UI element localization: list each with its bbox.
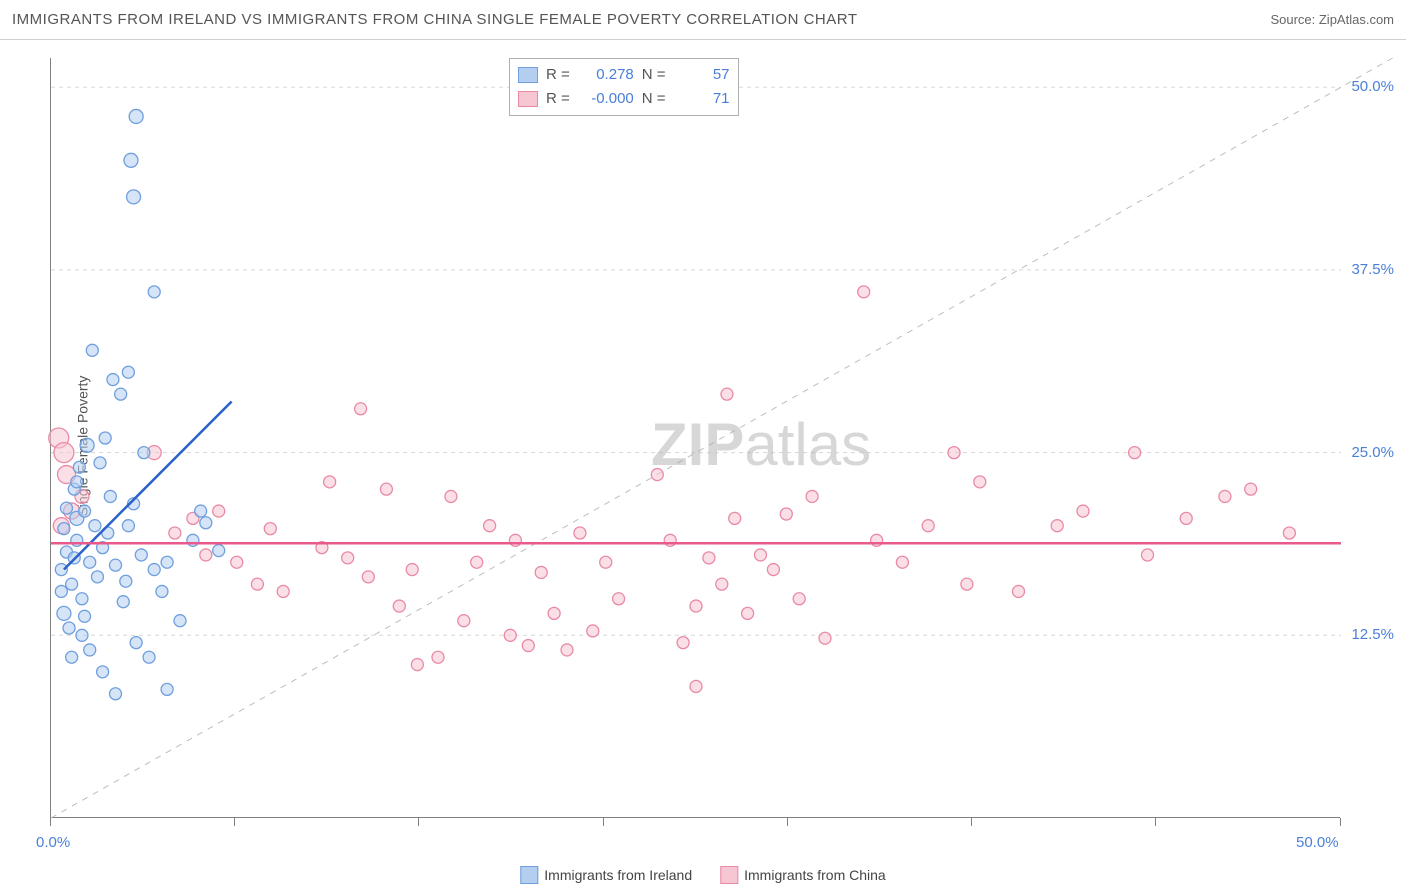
x-tick-mark (1340, 818, 1341, 826)
legend-label-china: Immigrants from China (744, 867, 886, 883)
x-tick-mark (603, 818, 604, 826)
n-value-0: 57 (674, 63, 730, 87)
source-attribution: Source: ZipAtlas.com (1270, 12, 1394, 27)
stats-legend-box: R = 0.278 N = 57 R = -0.000 N = 71 (509, 58, 739, 116)
chart-title: IMMIGRANTS FROM IRELAND VS IMMIGRANTS FR… (12, 11, 858, 28)
swatch-china (518, 91, 538, 107)
y-tick-label: 37.5% (1351, 261, 1394, 278)
swatch-ireland (518, 67, 538, 83)
x-tick-label: 50.0% (1296, 834, 1339, 851)
title-bar: IMMIGRANTS FROM IRELAND VS IMMIGRANTS FR… (0, 0, 1406, 40)
y-tick-label: 50.0% (1351, 78, 1394, 95)
legend-label-ireland: Immigrants from Ireland (544, 867, 692, 883)
n-value-1: 71 (674, 87, 730, 111)
x-tick-mark (1155, 818, 1156, 826)
legend-swatch-ireland (520, 866, 538, 884)
n-label-1: N = (642, 87, 666, 111)
stats-row-china: R = -0.000 N = 71 (518, 87, 730, 111)
plot-svg (51, 58, 1340, 817)
x-tick-mark (787, 818, 788, 826)
r-value-0: 0.278 (578, 63, 634, 87)
legend-bottom: Immigrants from Ireland Immigrants from … (520, 866, 885, 884)
stats-row-ireland: R = 0.278 N = 57 (518, 63, 730, 87)
x-tick-mark (418, 818, 419, 826)
x-tick-label: 0.0% (36, 834, 70, 851)
legend-swatch-china (720, 866, 738, 884)
r-value-1: -0.000 (578, 87, 634, 111)
r-label-1: R = (546, 87, 570, 111)
x-tick-mark (971, 818, 972, 826)
n-label-0: N = (642, 63, 666, 87)
y-tick-label: 12.5% (1351, 626, 1394, 643)
y-tick-label: 25.0% (1351, 444, 1394, 461)
x-tick-mark (234, 818, 235, 826)
r-label-0: R = (546, 63, 570, 87)
plot-area: ZIPatlas R = 0.278 N = 57 R = -0.000 N =… (50, 58, 1340, 818)
legend-item-china: Immigrants from China (720, 866, 886, 884)
legend-item-ireland: Immigrants from Ireland (520, 866, 692, 884)
x-tick-mark (50, 818, 51, 826)
